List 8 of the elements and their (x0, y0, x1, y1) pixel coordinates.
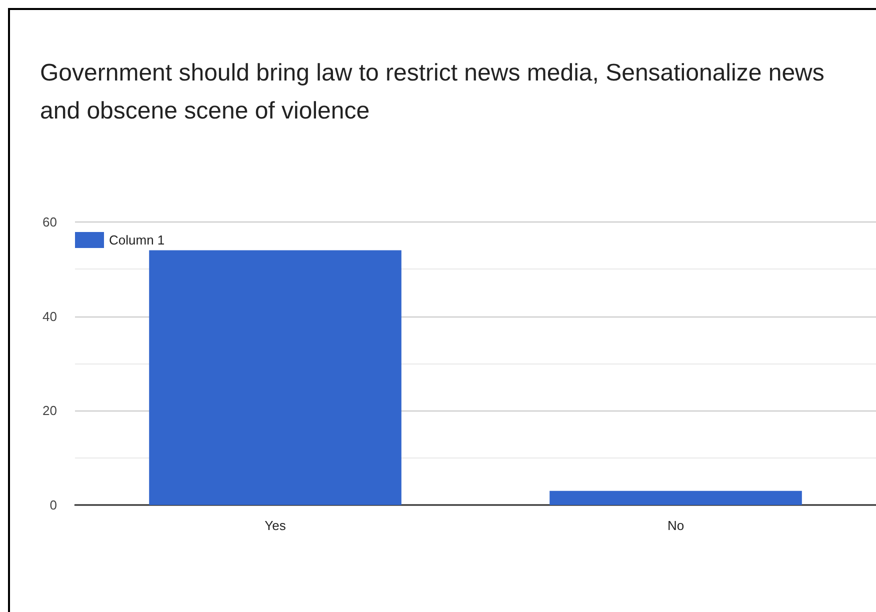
y-tick-label: 0 (50, 498, 57, 512)
y-tick-label: 20 (42, 403, 57, 418)
legend-label: Column 1 (109, 232, 165, 248)
y-tick-label: 60 (42, 214, 57, 230)
x-tick-label: No (667, 518, 684, 533)
x-tick-label: Yes (264, 518, 286, 533)
y-tick-label: 40 (42, 308, 57, 324)
chart-title: Government should bring law to restrict news media, Sensationalize news and obscene scene of violence (40, 60, 832, 124)
